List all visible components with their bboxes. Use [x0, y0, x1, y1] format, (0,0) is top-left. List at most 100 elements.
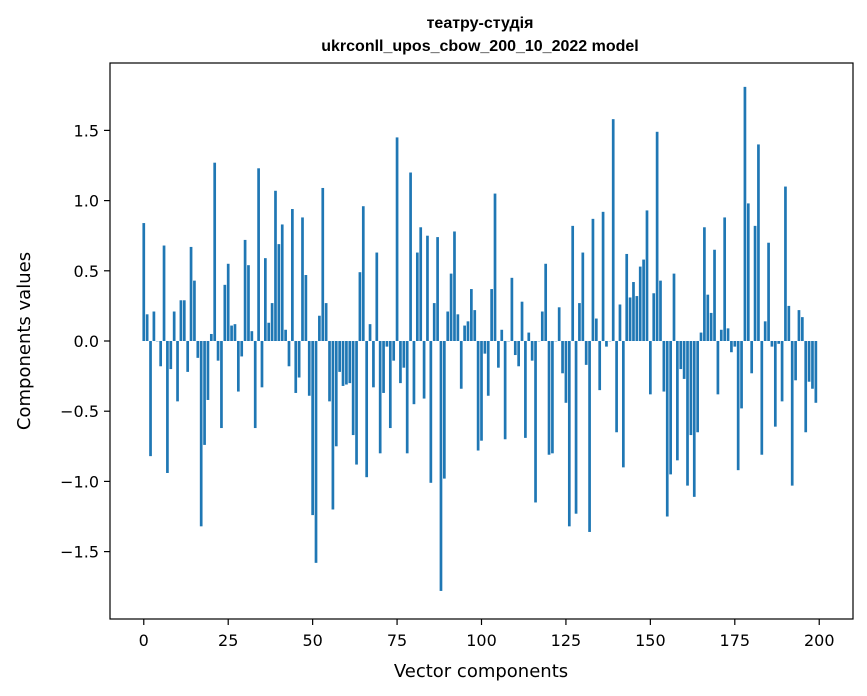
bar [692, 341, 696, 497]
bar [625, 253, 629, 341]
y-tick-label: 1.5 [74, 121, 99, 140]
bar [355, 341, 358, 465]
bar [446, 311, 450, 341]
bar [297, 341, 301, 378]
bar [807, 341, 811, 382]
bar [703, 227, 706, 341]
bar [811, 341, 814, 389]
bar [328, 341, 331, 402]
bar [557, 307, 561, 341]
bar [665, 341, 669, 517]
x-tick-label: 175 [720, 631, 751, 650]
bar [152, 311, 156, 341]
bar [243, 239, 247, 341]
y-tick-label: 0.5 [74, 262, 99, 281]
bar [176, 341, 179, 402]
bar [628, 297, 632, 341]
y-tick-label: −1.0 [60, 472, 99, 491]
bar [726, 328, 730, 341]
bar [473, 310, 477, 341]
bar [638, 266, 642, 341]
bar [490, 289, 493, 341]
bar [794, 341, 797, 381]
bar [166, 341, 169, 473]
bar [520, 301, 524, 341]
bar [382, 341, 385, 393]
bar [493, 193, 497, 341]
bar [301, 217, 304, 341]
y-tick-label: 1.0 [74, 192, 99, 211]
bar [669, 341, 672, 475]
bar [753, 225, 757, 341]
bar [375, 252, 379, 341]
bar [746, 203, 750, 341]
bar [436, 237, 439, 341]
bar [649, 341, 652, 395]
bar [483, 341, 487, 354]
bar [412, 341, 416, 405]
bar [169, 341, 173, 370]
bar [399, 341, 402, 384]
bar [601, 211, 605, 341]
bar [530, 341, 534, 361]
bar [547, 341, 551, 455]
chart-title-line1: театру-студія [427, 15, 534, 32]
plot-area-frame [109, 62, 854, 620]
bar [716, 341, 720, 395]
bar [220, 341, 223, 429]
bar [341, 341, 345, 386]
bar [767, 242, 770, 341]
bar [797, 310, 801, 341]
bar [405, 341, 409, 454]
bar [662, 341, 666, 392]
bar [182, 300, 186, 341]
bar [757, 144, 760, 341]
y-tick-label: −0.5 [60, 402, 99, 421]
bar [324, 303, 328, 341]
bar [216, 341, 220, 361]
bar [578, 303, 581, 341]
bar [800, 317, 804, 341]
bar [540, 311, 544, 341]
bar [267, 322, 271, 341]
bar [571, 225, 575, 341]
bar [311, 341, 314, 516]
bar [287, 341, 291, 367]
bar [307, 341, 311, 396]
bar [159, 341, 163, 367]
bar [588, 341, 591, 532]
bar [567, 341, 571, 527]
bar [196, 341, 200, 358]
bar [655, 131, 659, 341]
bar [338, 341, 341, 372]
bar [621, 341, 625, 468]
bar [422, 341, 426, 399]
bar [429, 341, 433, 483]
bar [385, 341, 389, 347]
bar [449, 273, 453, 341]
bar [527, 332, 531, 341]
bar [264, 258, 267, 341]
bar [723, 217, 727, 341]
x-tick-label: 200 [804, 631, 835, 650]
bar [257, 168, 260, 341]
bar [206, 341, 210, 400]
bar [274, 190, 277, 341]
bar [682, 341, 686, 379]
x-axis-ticks: 0 25 50 75 100 125 150 175 200 [139, 619, 835, 650]
bar [672, 273, 676, 341]
x-tick-label: 150 [635, 631, 666, 650]
bar [459, 341, 463, 389]
bar [611, 119, 615, 341]
x-tick-label: 25 [218, 631, 238, 650]
bar [561, 341, 564, 374]
bar [409, 172, 412, 341]
bar [149, 341, 152, 457]
bar [331, 341, 335, 510]
bar [348, 341, 352, 384]
bar [209, 333, 213, 341]
bar [686, 341, 689, 486]
bar [713, 249, 716, 341]
x-tick-label: 0 [139, 631, 149, 650]
